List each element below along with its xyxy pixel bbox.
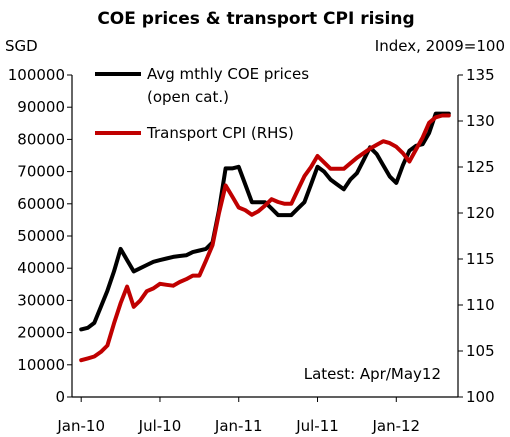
- x-tick-label: Jan-10: [56, 417, 105, 435]
- left-tick-label: 50000: [17, 227, 65, 245]
- left-tick-label: 0: [55, 388, 65, 406]
- x-tick-label: Jul-11: [295, 417, 339, 435]
- left-tick-label: 60000: [17, 195, 65, 213]
- right-tick-label: 115: [466, 250, 495, 268]
- right-tick-label: 105: [466, 342, 495, 360]
- right-axis-unit: Index, 2009=100: [375, 37, 505, 55]
- x-tick-label: Jul-10: [138, 417, 182, 435]
- left-tick-label: 90000: [17, 98, 65, 116]
- axes: 0 10000 20000 30000 40000 50000 60000 70000 8000…: [8, 66, 495, 435]
- left-tick-label: 100000: [8, 66, 65, 84]
- left-axis-unit: SGD: [5, 37, 38, 55]
- right-tick-label: 100: [466, 388, 495, 406]
- transport-cpi-line: [79, 113, 451, 363]
- right-tick-label: 135: [466, 66, 495, 84]
- right-tick-label: 125: [466, 158, 495, 176]
- x-tick-label: Jan-11: [214, 417, 263, 435]
- latest-annotation: Latest: Apr/May12: [304, 365, 441, 383]
- x-tick-label: Jan-12: [371, 417, 420, 435]
- right-tick-label: 110: [466, 296, 495, 314]
- left-tick-label: 80000: [17, 130, 65, 148]
- legend: Avg mthly COE prices (open cat.) Transport…: [95, 65, 309, 142]
- right-tick-label: 130: [466, 112, 495, 130]
- left-tick-label: 10000: [17, 356, 65, 374]
- legend-label-cpi: Transport CPI (RHS): [146, 124, 294, 142]
- left-tick-label: 40000: [17, 259, 65, 277]
- chart-title: COE prices & transport CPI rising: [97, 9, 414, 29]
- coe-price-line: [79, 111, 451, 332]
- legend-label-coe: (open cat.): [147, 88, 229, 106]
- left-tick-label: 70000: [17, 163, 65, 181]
- left-tick-label: 30000: [17, 291, 65, 309]
- right-tick-label: 120: [466, 204, 495, 222]
- left-tick-label: 20000: [17, 324, 65, 342]
- series-lines: [79, 111, 451, 363]
- legend-label-coe: Avg mthly COE prices: [147, 65, 309, 83]
